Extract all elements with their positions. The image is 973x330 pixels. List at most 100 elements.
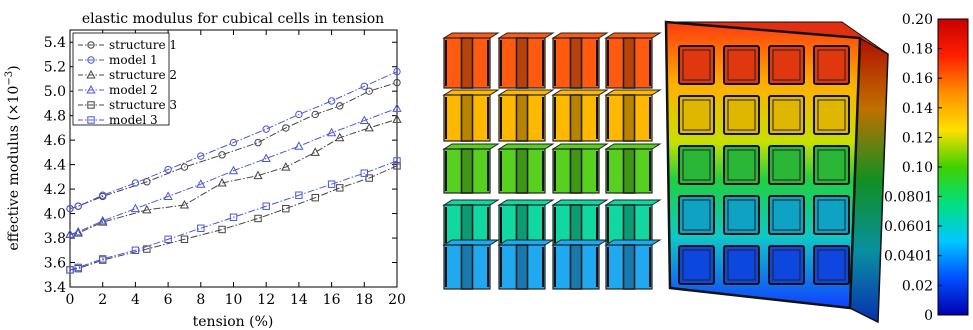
- data-point: [74, 263, 82, 272]
- unit-cell: [442, 143, 500, 194]
- legend-label: model 1: [109, 53, 158, 67]
- data-point: [196, 179, 206, 188]
- unit-cell: [604, 89, 662, 142]
- y-tick-label: 4.4: [44, 158, 66, 174]
- legend-label: model 3: [109, 113, 158, 127]
- data-point: [229, 213, 238, 221]
- unit-cell: [442, 89, 500, 142]
- data-point: [98, 217, 108, 226]
- data-point: [98, 215, 108, 225]
- series-line: [69, 165, 398, 271]
- cell-strut: [569, 37, 583, 89]
- cell-strut: [569, 148, 583, 194]
- data-point: [281, 162, 291, 171]
- data-point: [228, 165, 239, 175]
- window-inner-edge: [817, 249, 846, 281]
- unit-cell: [604, 199, 662, 246]
- cell-strut: [515, 37, 529, 89]
- data-point: [163, 191, 173, 200]
- window-inner-edge: [817, 49, 846, 81]
- cell-strut: [515, 204, 529, 246]
- data-point: [179, 199, 190, 209]
- colorbar-tick-label: 0.16: [902, 71, 933, 87]
- block-window: [813, 195, 850, 235]
- y-tick-label: 3.6: [44, 256, 66, 272]
- unit-cell: [551, 199, 609, 246]
- data-point: [393, 67, 401, 76]
- legend-item: structure 2: [78, 68, 177, 82]
- data-point: [74, 202, 82, 210]
- data-point: [393, 157, 401, 165]
- window-inner-edge: [682, 249, 711, 281]
- data-point: [253, 170, 263, 180]
- data-point: [295, 191, 303, 199]
- colorbar-tick-label: 0.0401: [884, 249, 933, 265]
- data-point: [365, 174, 373, 182]
- data-point: [197, 224, 205, 232]
- series-structure-2: [65, 114, 402, 238]
- unit-cell: [497, 89, 555, 142]
- colorbar-gradient: [937, 18, 969, 316]
- series-line: [69, 160, 398, 271]
- window-inner-edge: [727, 49, 756, 81]
- chart-title: elastic modulus for cubical cells in ten…: [82, 11, 384, 27]
- window-inner-edge: [682, 49, 711, 81]
- data-point: [326, 127, 337, 137]
- block-window: [768, 195, 805, 235]
- y-tick-label: 3.4: [44, 280, 66, 296]
- cell-strut: [622, 94, 636, 142]
- window-inner-edge: [682, 149, 711, 181]
- block-front-face: [664, 20, 862, 310]
- legend-box: [72, 32, 170, 126]
- x-axis: 0 2 4 6 8 10 12 14 16 18 20: [66, 30, 406, 308]
- block-window: [813, 145, 850, 185]
- series-model-2: [65, 103, 402, 238]
- colorbar-tick-label: 0.0801: [884, 189, 933, 205]
- data-point: [282, 204, 290, 213]
- data-point: [197, 152, 205, 160]
- data-point: [327, 97, 336, 105]
- window-recess: [768, 45, 805, 85]
- colorbar-tick-label: 0.10: [902, 160, 933, 176]
- window-inner-edge: [817, 149, 846, 181]
- y-axis-label-close: ): [6, 65, 22, 70]
- x-tick-label: 2: [98, 292, 107, 308]
- block-window-grid: [678, 45, 850, 285]
- window-recess: [723, 195, 760, 235]
- window-recess: [768, 245, 805, 285]
- y-tick-label: 5.2: [44, 60, 66, 76]
- x-tick-label: 14: [290, 292, 308, 308]
- window-recess: [723, 45, 760, 85]
- data-point: [282, 124, 290, 132]
- window-recess: [813, 45, 850, 85]
- legend-label: structure 1: [109, 38, 177, 52]
- legend-marker: [87, 56, 95, 64]
- block-window: [768, 45, 805, 85]
- window-inner-edge: [817, 199, 846, 231]
- window-recess: [678, 95, 715, 135]
- data-point: [164, 165, 172, 174]
- block-window: [678, 195, 715, 235]
- unit-cell: [551, 32, 609, 89]
- y-tick-label: 4.2: [44, 182, 66, 198]
- unit-cell: [551, 143, 609, 194]
- data-point: [164, 235, 172, 243]
- data-point: [262, 125, 270, 133]
- legend-item: model 1: [78, 53, 158, 67]
- window-inner-edge: [727, 99, 756, 131]
- unit-cell: [551, 239, 609, 290]
- cell-strut: [622, 148, 636, 194]
- data-point: [360, 82, 368, 90]
- data-point: [254, 214, 262, 223]
- data-point: [229, 138, 238, 147]
- unit-cell: [604, 239, 662, 290]
- series-line: [69, 82, 398, 210]
- y-tick-label: 4.0: [44, 207, 66, 223]
- colorbar-tick-label: 0.20: [902, 12, 933, 28]
- data-point: [393, 78, 401, 87]
- data-point: [131, 179, 140, 187]
- block-window: [678, 145, 715, 185]
- unit-cell: [604, 32, 662, 89]
- x-tick-label: 10: [225, 292, 243, 308]
